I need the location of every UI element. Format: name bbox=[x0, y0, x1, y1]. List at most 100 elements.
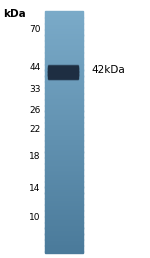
Bar bbox=[45, 120, 82, 121]
Bar bbox=[45, 148, 82, 149]
Bar bbox=[45, 20, 82, 21]
Bar bbox=[45, 107, 82, 108]
Bar bbox=[45, 134, 82, 136]
Bar bbox=[45, 119, 82, 120]
Bar bbox=[45, 144, 82, 146]
Bar bbox=[45, 33, 82, 35]
Bar bbox=[45, 224, 82, 225]
Bar bbox=[45, 196, 82, 197]
Bar bbox=[45, 213, 82, 214]
Bar bbox=[45, 195, 82, 196]
Bar bbox=[48, 78, 78, 79]
Text: 70: 70 bbox=[29, 25, 40, 34]
Bar bbox=[45, 64, 82, 66]
Bar bbox=[45, 192, 82, 194]
Bar bbox=[45, 108, 82, 109]
Bar bbox=[45, 243, 82, 244]
Bar bbox=[45, 23, 82, 25]
Bar bbox=[48, 74, 78, 75]
Bar bbox=[45, 81, 82, 83]
Bar bbox=[45, 85, 82, 86]
Bar bbox=[45, 238, 82, 240]
Bar bbox=[45, 113, 82, 114]
Bar bbox=[45, 206, 82, 207]
Bar bbox=[45, 25, 82, 26]
Bar bbox=[45, 87, 82, 89]
Bar bbox=[45, 226, 82, 228]
Bar bbox=[45, 19, 82, 20]
Bar bbox=[45, 190, 82, 191]
Bar bbox=[45, 186, 82, 188]
Bar bbox=[45, 201, 82, 202]
Bar bbox=[45, 22, 82, 24]
Text: 22: 22 bbox=[29, 125, 40, 134]
Bar bbox=[45, 138, 82, 140]
Bar bbox=[45, 106, 82, 107]
Bar bbox=[45, 79, 82, 80]
Bar bbox=[45, 31, 82, 32]
Bar bbox=[45, 158, 82, 160]
Bar bbox=[45, 110, 82, 112]
Bar bbox=[45, 67, 82, 68]
Bar bbox=[45, 143, 82, 144]
Bar bbox=[45, 207, 82, 208]
Bar bbox=[45, 210, 82, 212]
Bar bbox=[45, 116, 82, 118]
Bar bbox=[45, 167, 82, 168]
Bar bbox=[45, 43, 82, 44]
Bar bbox=[45, 32, 82, 33]
Bar bbox=[45, 137, 82, 138]
Bar bbox=[45, 155, 82, 156]
Bar bbox=[45, 204, 82, 206]
Bar bbox=[45, 161, 82, 162]
Bar bbox=[45, 147, 82, 148]
Bar bbox=[45, 63, 82, 65]
Bar bbox=[45, 21, 82, 22]
Bar bbox=[45, 16, 82, 18]
Bar bbox=[48, 66, 78, 67]
Bar bbox=[45, 191, 82, 192]
Bar bbox=[45, 199, 82, 201]
Bar bbox=[45, 215, 82, 217]
Bar bbox=[45, 124, 82, 125]
Bar bbox=[45, 69, 82, 71]
Bar bbox=[45, 151, 82, 153]
Bar bbox=[45, 149, 82, 150]
Bar bbox=[45, 114, 82, 115]
Bar bbox=[45, 221, 82, 223]
Bar bbox=[45, 88, 82, 90]
Bar bbox=[45, 251, 82, 253]
Bar bbox=[48, 77, 78, 78]
Bar bbox=[45, 133, 82, 135]
Bar bbox=[45, 222, 82, 224]
Bar bbox=[48, 73, 78, 74]
Bar bbox=[45, 250, 82, 252]
Bar bbox=[45, 197, 82, 199]
Bar bbox=[45, 229, 82, 230]
Bar bbox=[45, 26, 82, 27]
Bar bbox=[45, 185, 82, 187]
Bar bbox=[45, 247, 82, 248]
Bar bbox=[45, 17, 82, 19]
Bar bbox=[45, 72, 82, 73]
Bar bbox=[45, 93, 82, 95]
Bar bbox=[48, 65, 78, 66]
Bar bbox=[45, 90, 82, 91]
Bar bbox=[48, 65, 78, 66]
Bar bbox=[45, 245, 82, 247]
Bar bbox=[45, 237, 82, 238]
Bar bbox=[45, 152, 82, 154]
Bar bbox=[45, 49, 82, 50]
Bar bbox=[45, 179, 82, 181]
Bar bbox=[45, 126, 82, 127]
Bar bbox=[45, 180, 82, 182]
Bar bbox=[45, 75, 82, 77]
Bar bbox=[45, 142, 82, 143]
Bar bbox=[45, 128, 82, 130]
Bar bbox=[48, 66, 78, 67]
Bar bbox=[45, 189, 82, 190]
Bar bbox=[45, 13, 82, 14]
Bar bbox=[48, 67, 78, 68]
Bar bbox=[45, 66, 82, 67]
Bar bbox=[48, 67, 78, 68]
